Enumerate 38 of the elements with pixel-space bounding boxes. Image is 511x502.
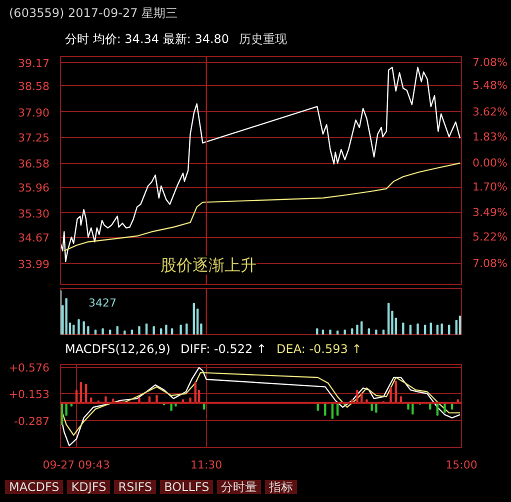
y-tick-label: -0.287 [14, 415, 50, 428]
text: BOLLFS [160, 480, 214, 494]
text: MACDFS [5, 480, 64, 494]
y-tick-label: 38.58 [18, 80, 50, 94]
text: 分时量 [217, 480, 262, 494]
text: RSIFS [114, 480, 156, 494]
y2-tick-label: 5.48% [472, 78, 508, 92]
y-tick-label: 35.30 [18, 207, 50, 220]
chart-title: (603559) 2017-09-27 星期三 [8, 6, 178, 20]
y2-tick-label: 3.62% [472, 105, 508, 118]
y-tick-label: 37.25 [18, 132, 50, 145]
chart-subtitle: 分时 均价: 34.34 最新: 34.80 [64, 32, 230, 46]
y2-tick-label: 5.22% [472, 230, 508, 244]
text: 指标 [265, 480, 298, 494]
y2-tick-label: 1.70% [472, 180, 508, 194]
y-tick-label: 39.17 [18, 57, 50, 70]
y-tick-label: 35.96 [18, 182, 50, 195]
series-label: DEA: -0.593 ↑ [276, 342, 362, 356]
x-tick-label: 09-27 09:43 [42, 458, 110, 472]
annotation: 3427 [88, 296, 116, 310]
y2-tick-label: 1.83% [472, 130, 508, 144]
series-label: DIFF: -0.522 ↑ [180, 342, 267, 356]
chart-subtitle: MACDFS(12,26,9) [64, 342, 170, 356]
y2-tick-label: 7.08% [472, 257, 508, 270]
y2-tick-label: 7.08% [472, 56, 508, 70]
y-tick-label: 33.99 [18, 258, 50, 272]
text: KDJFS [67, 480, 110, 494]
y2-tick-label: 0.00% [472, 156, 508, 170]
x-tick-label: 15:00 [446, 458, 478, 472]
y-tick-label: 36.58 [18, 158, 50, 171]
annotation: 股价逐渐上升 [160, 256, 256, 274]
x-tick-label: 11:30 [190, 458, 222, 472]
y2-tick-label: 3.49% [472, 206, 508, 220]
text: 历史重现 [239, 31, 288, 47]
y-tick-label: +0.153 [8, 388, 50, 401]
y-tick-label: +0.576 [8, 362, 50, 375]
y-tick-label: 37.90 [18, 106, 50, 120]
y-tick-label: 34.67 [18, 232, 50, 245]
